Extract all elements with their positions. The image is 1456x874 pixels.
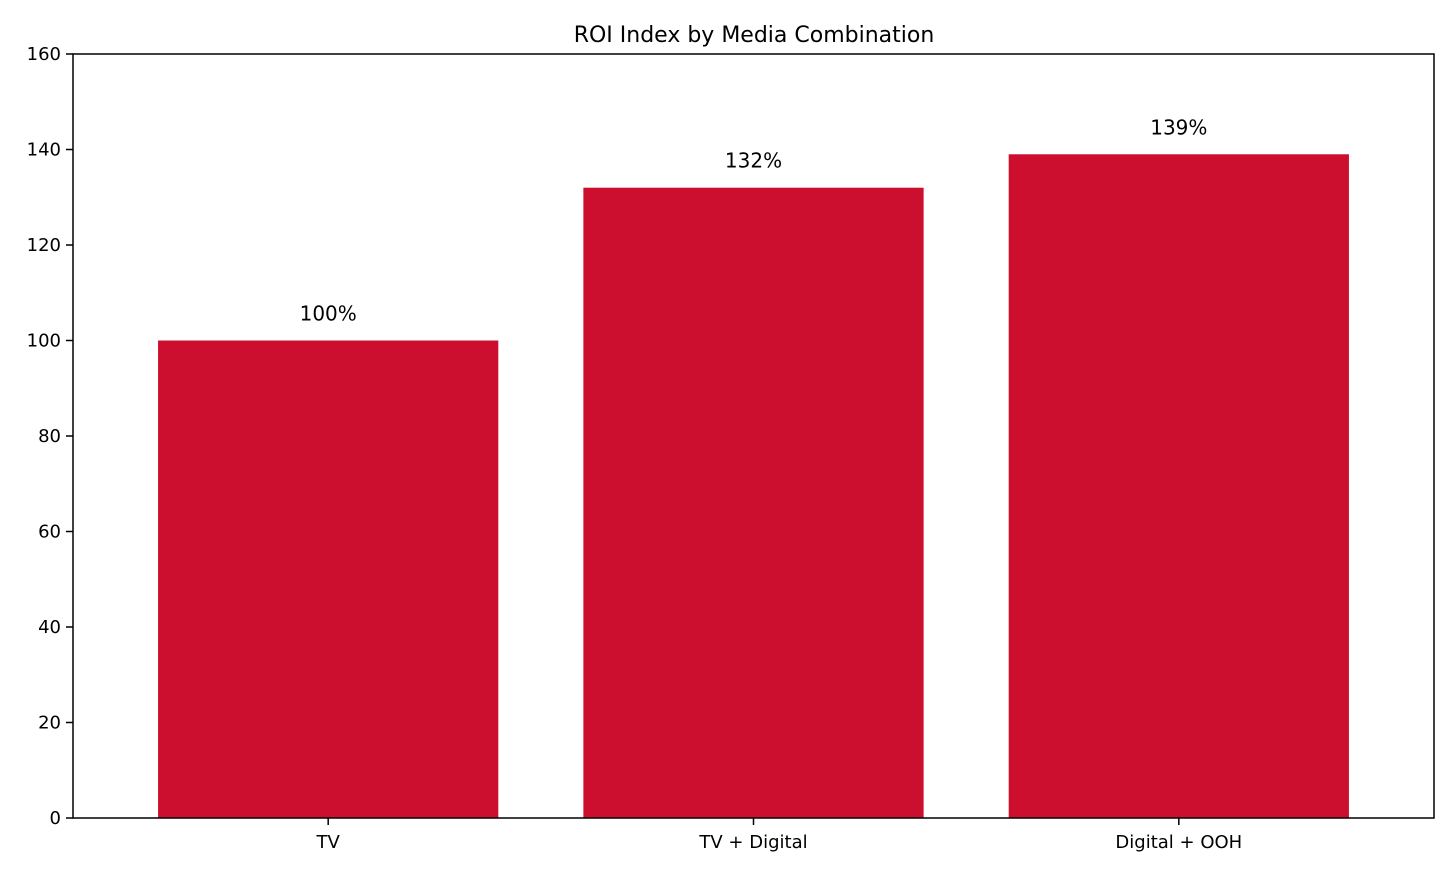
- x-tick-label-1: TV + Digital: [698, 832, 807, 853]
- y-tick-label-8: 160: [27, 44, 61, 65]
- y-axis: 0 20 40 60 80 100 120 140 160: [27, 44, 73, 829]
- data-label-1: 132%: [725, 149, 782, 173]
- y-tick-label-6: 120: [27, 235, 61, 256]
- x-tick-label-0: TV: [316, 832, 341, 853]
- bar-1: [583, 187, 924, 818]
- y-tick-label-5: 100: [27, 331, 61, 352]
- x-tick-label-2: Digital + OOH: [1115, 832, 1242, 853]
- bar-0: [158, 340, 499, 818]
- y-tick-label-2: 40: [38, 617, 61, 638]
- data-label-2: 139%: [1150, 115, 1207, 139]
- chart-title: ROI Index by Media Combination: [574, 23, 935, 48]
- y-tick-label-3: 60: [38, 522, 61, 543]
- x-axis: TV TV + Digital Digital + OOH: [316, 818, 1242, 853]
- bars-layer: [158, 154, 1349, 818]
- data-labels-layer: 100% 132% 139%: [300, 115, 1208, 325]
- data-label-0: 100%: [300, 302, 357, 326]
- y-tick-label-1: 20: [38, 713, 61, 734]
- y-tick-label-0: 0: [50, 808, 61, 829]
- y-tick-label-7: 140: [27, 140, 61, 161]
- bar-2: [1008, 154, 1349, 818]
- y-tick-label-4: 80: [38, 426, 61, 447]
